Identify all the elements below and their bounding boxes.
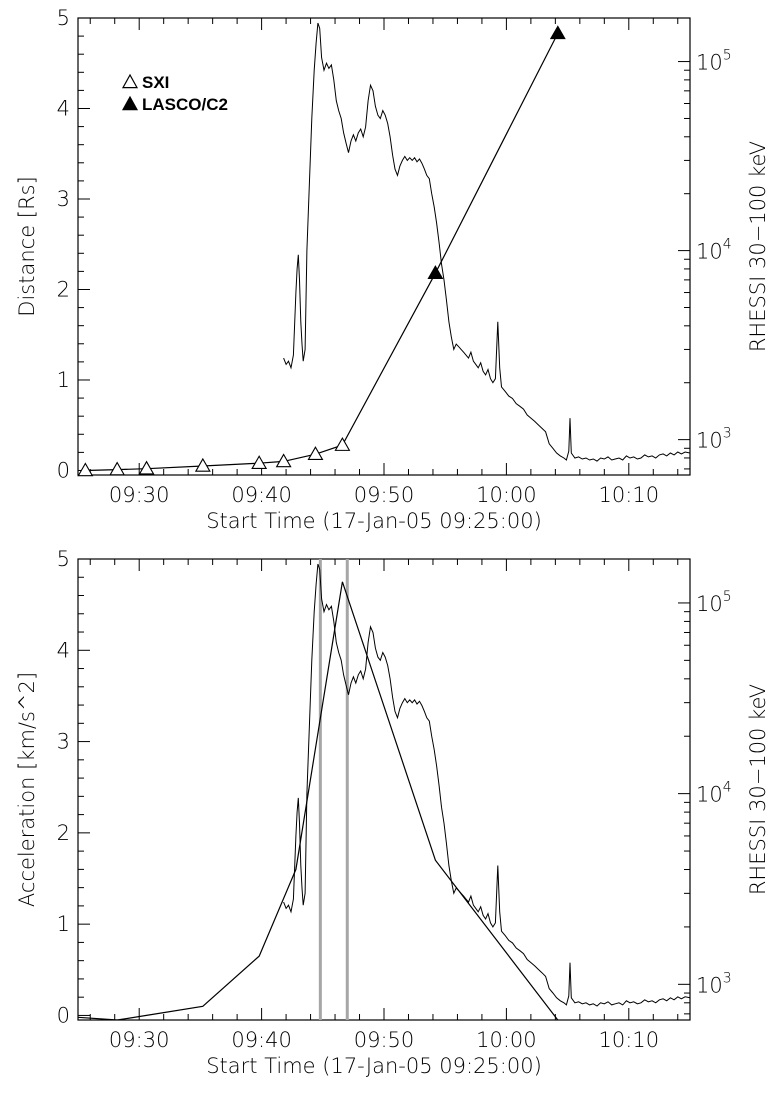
x-tick-label: 09:40 [231,483,292,507]
x-tick-label: 09:40 [231,1028,292,1052]
y2-tick-base: 10 [696,973,723,997]
sxi-marker [138,460,155,475]
y2-tick-base: 10 [696,783,723,807]
y2-tick-label: 103 [696,426,732,453]
y2-tick-base: 10 [696,429,723,453]
chart-panel-bottom: 09:30 09:40 09:50 10:00 10:10012345103104105… [15,547,770,1078]
legend-label: LASCO/C2 [142,95,228,114]
y2-tick-exp: 4 [723,237,732,253]
x-tick-label: 09:50 [354,1028,415,1052]
y-axis-title: Acceleration [km/s^2] [15,672,39,907]
y-tick-label: 2 [57,277,70,301]
x-tick-label: 10:10 [599,1028,660,1052]
y2-tick-exp: 3 [723,426,732,442]
y-tick-label: 5 [57,6,70,30]
x-tick-label: 09:50 [354,483,415,507]
rhessi-lightcurve [283,563,690,1007]
sxi-marker [77,462,94,477]
y-tick-label: 4 [57,638,70,662]
y2-tick-exp: 3 [723,970,732,986]
y2-tick-base: 10 [696,592,723,616]
y2-tick-exp: 5 [723,48,732,64]
plot-frame [77,558,691,1021]
rhessi-lightcurve [283,22,690,462]
x-tick-label: 10:10 [599,483,660,507]
y2-tick-label: 103 [696,970,732,997]
y2-tick-label: 104 [696,237,732,264]
legend-marker-lasco-c2 [121,95,139,111]
plot-frame [77,17,691,476]
y-tick-label: 5 [57,547,70,571]
plot-area [78,559,690,1020]
y-tick-label: 3 [57,187,70,211]
lasco-c2-marker [549,25,566,40]
plot-area [85,22,690,472]
lasco-c2-marker [427,265,444,279]
y-tick-label: 1 [57,368,70,392]
x-tick-label: 10:00 [476,483,537,507]
y-tick-label: 2 [57,821,70,845]
x-axis-title: Start Time (17-Jan-05 09:25:00) [206,509,542,533]
y2-axis-title: RHESSI 30−100 keV [746,684,770,895]
y2-tick-label: 104 [696,780,732,807]
y2-tick-label: 105 [696,48,732,75]
y2-axis-title: RHESSI 30−100 keV [746,141,770,352]
y2-tick-exp: 4 [723,780,732,796]
distance-line [85,33,559,472]
y2-tick-label: 105 [696,589,732,616]
legend-marker-sxi [121,73,139,89]
sxi-marker [109,461,126,476]
sxi-marker [275,453,292,468]
y-tick-label: 3 [57,730,70,754]
y2-tick-base: 10 [696,240,723,264]
acceleration-line [78,581,559,1020]
y-tick-label: 1 [57,912,70,936]
sxi-marker [307,446,324,460]
sxi-marker [334,437,351,451]
y-axis-title: Distance [Rs] [15,176,39,316]
sxi-marker [251,455,268,470]
y2-tick-base: 10 [696,51,723,75]
x-tick-label: 09:30 [109,483,170,507]
y2-tick-exp: 5 [723,589,732,605]
y-tick-label: 0 [57,1003,70,1027]
sxi-marker [194,457,211,472]
legend-label: SXI [142,73,169,92]
y-tick-label: 4 [57,96,70,120]
x-axis-title: Start Time (17-Jan-05 09:25:00) [206,1054,542,1078]
chart-panel-top: 09:30 09:40 09:50 10:00 10:10012345103104105… [15,6,770,533]
x-tick-label: 10:00 [476,1028,537,1052]
x-tick-label: 09:30 [109,1028,170,1052]
y-tick-label: 0 [57,458,70,482]
